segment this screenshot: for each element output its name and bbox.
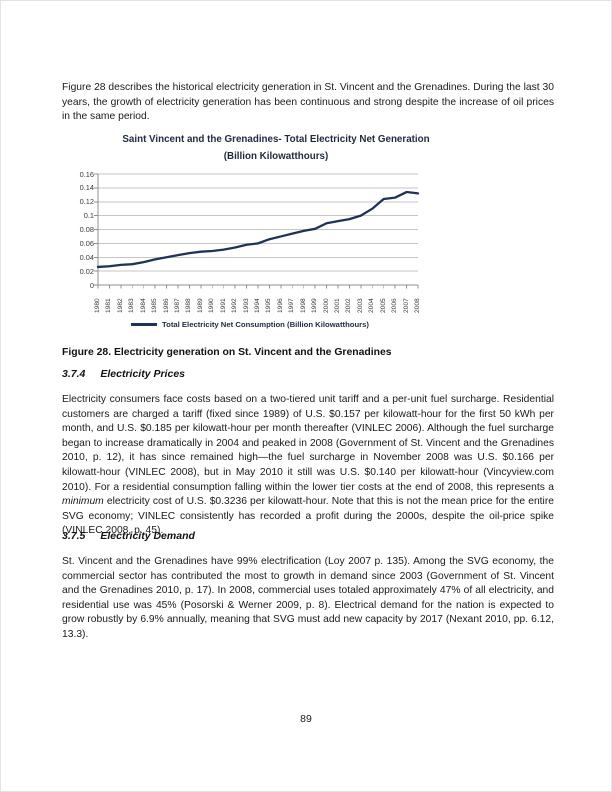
x-axis-label: 1999 (311, 298, 319, 313)
x-axis-label: 2008 (414, 298, 421, 313)
x-axis-label: 1992 (231, 298, 239, 313)
chart-plot-svg (94, 173, 420, 289)
x-axis-label: 1984 (139, 298, 147, 313)
section-title: Electricity Demand (100, 530, 195, 542)
x-axis-label: 2007 (402, 298, 410, 313)
y-axis-label: 0.16 (79, 169, 94, 179)
y-axis-label: 0.04 (79, 252, 94, 262)
paragraph-text: electricity cost of U.S. $0.3236 per kil… (62, 496, 554, 537)
x-axis-label: 1996 (276, 298, 284, 313)
x-axis-label: 2004 (368, 298, 376, 313)
x-axis-label: 1997 (288, 298, 296, 313)
x-axis-label: 1994 (254, 298, 261, 313)
paragraph-italic-text: minimum (62, 496, 104, 508)
y-axis-label: 0.14 (79, 183, 94, 193)
chart-legend: Total Electricity Net Consumption (Billi… (131, 320, 369, 329)
y-axis-label: 0.08 (79, 225, 94, 234)
intro-paragraph: Figure 28 describes the historical elect… (62, 82, 554, 123)
x-axis-label: 1995 (265, 298, 273, 313)
x-axis-label: 1982 (116, 298, 124, 313)
chart: Saint Vincent and the Grenadines- Total … (76, 126, 476, 341)
figure-caption: Figure 28. Electricity generation on St.… (62, 347, 392, 358)
x-axis-label: 1986 (162, 298, 170, 313)
y-axis-label: 0.12 (79, 197, 94, 207)
x-axis-label: 2003 (356, 298, 364, 313)
y-axis-label: 0.02 (79, 266, 94, 276)
x-axis-label: 2006 (391, 298, 399, 313)
x-axis-label: 1983 (128, 298, 136, 313)
section-heading-374: 3.7.4 Electricity Prices (62, 368, 554, 380)
x-axis-label: 1988 (185, 298, 193, 313)
x-axis-label: 2002 (345, 298, 353, 313)
x-axis-label: 1987 (174, 298, 181, 313)
x-axis-label: 2005 (379, 298, 387, 313)
x-axis-label: 1985 (151, 298, 159, 313)
x-axis-label: 1993 (242, 298, 250, 313)
section-heading-375: 3.7.5 Electricity Demand (62, 530, 554, 542)
section-paragraph-374: Electricity consumers face costs based o… (62, 393, 554, 538)
legend-label: Total Electricity Net Consumption (Billi… (162, 320, 369, 329)
section-number: 3.7.5 (62, 530, 86, 542)
paragraph-text: St. Vincent and the Grenadines have 99% … (62, 556, 554, 641)
legend-line-swatch (131, 323, 157, 326)
x-axis-label: 1998 (299, 298, 307, 313)
x-axis-label: 1980 (94, 298, 101, 313)
paragraph-text: Electricity consumers face costs based o… (62, 394, 554, 493)
x-axis-label: 1991 (219, 298, 227, 313)
chart-title: Saint Vincent and the Grenadines- Total … (122, 134, 430, 162)
y-axis-label: 0.1 (83, 211, 94, 221)
section-title: Electricity Prices (100, 368, 185, 380)
x-axis-label: 2001 (334, 298, 341, 313)
section-paragraph-375: St. Vincent and the Grenadines have 99% … (62, 555, 554, 642)
x-axis-label: 1989 (196, 298, 204, 313)
y-axis-label: 0.06 (79, 238, 94, 248)
section-number: 3.7.4 (62, 368, 86, 380)
x-axis-label: 2000 (322, 298, 330, 313)
x-axis-label: 1990 (208, 298, 216, 313)
page-number: 89 (300, 713, 312, 725)
x-axis-label: 1981 (105, 298, 113, 313)
y-axis-label: 0 (89, 280, 94, 290)
